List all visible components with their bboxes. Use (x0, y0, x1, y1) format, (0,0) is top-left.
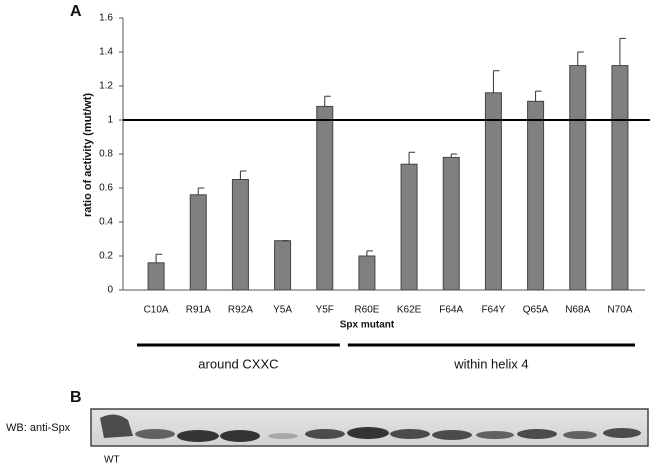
error-bar (197, 187, 205, 195)
error-bar (155, 253, 163, 263)
error-bar (366, 250, 373, 256)
x-tick-label: F64Y (481, 305, 505, 316)
blot-label: WB: anti-Spx (6, 422, 71, 434)
panel-label: A (70, 3, 82, 20)
y-tick-label: 0 (107, 285, 113, 296)
x-tick-label: R91A (186, 305, 211, 316)
y-tick-label: 1 (107, 115, 113, 126)
x-tick-label: C10A (144, 305, 169, 316)
error-bar (492, 70, 500, 93)
plot: 0 0.2 0.4 0.6 0.8 1 1.2 1.4 1.6 C10A R91A R92A Y5A Y5… (99, 13, 650, 371)
x-tick-label: R92A (228, 305, 253, 316)
x-tick-label: Y5A (273, 305, 292, 316)
error-bar (577, 51, 584, 66)
x-axis-label: Spx mutant (340, 320, 395, 331)
blot-image (90, 408, 649, 447)
error-bar (239, 170, 247, 180)
error-bar (324, 95, 331, 107)
x-tick-label: Q65A (523, 305, 549, 316)
bar (231, 179, 249, 291)
y-tick-label: 0.2 (99, 251, 113, 262)
bar (274, 240, 292, 291)
panel-label: B (70, 389, 82, 406)
error-bar (619, 37, 626, 66)
error-bar (408, 151, 416, 165)
y-tick-label: 0.4 (99, 217, 113, 228)
bar (527, 100, 545, 291)
lane-label: WT (104, 455, 120, 466)
bar (484, 92, 502, 291)
x-tick-label: F64A (439, 305, 463, 316)
bar (569, 65, 587, 291)
bar (442, 156, 460, 291)
y-tick-label: 1.4 (99, 47, 113, 58)
y-tick-label: 1.2 (99, 81, 113, 92)
y-tick-label: 0.8 (99, 149, 113, 160)
group-label: around CXXC (198, 356, 278, 371)
bar (400, 163, 418, 291)
x-tick-label: Y5F (316, 305, 334, 316)
error-bar (450, 153, 458, 158)
error-bar (535, 90, 542, 102)
x-tick-label: N68A (565, 305, 590, 316)
bar (358, 255, 376, 291)
bar (147, 262, 165, 291)
x-tick-label: K62E (397, 305, 422, 316)
y-axis-label: ratio of activity (mut/wt) (82, 93, 94, 217)
x-tick-label: N70A (607, 305, 632, 316)
y-tick-label: 0.6 (99, 183, 113, 194)
bar (189, 194, 207, 291)
bar (611, 65, 629, 291)
group-label: within helix 4 (453, 356, 528, 371)
bar (316, 105, 334, 291)
y-tick-label: 1.6 (99, 13, 113, 24)
x-tick-label: R60E (354, 305, 379, 316)
